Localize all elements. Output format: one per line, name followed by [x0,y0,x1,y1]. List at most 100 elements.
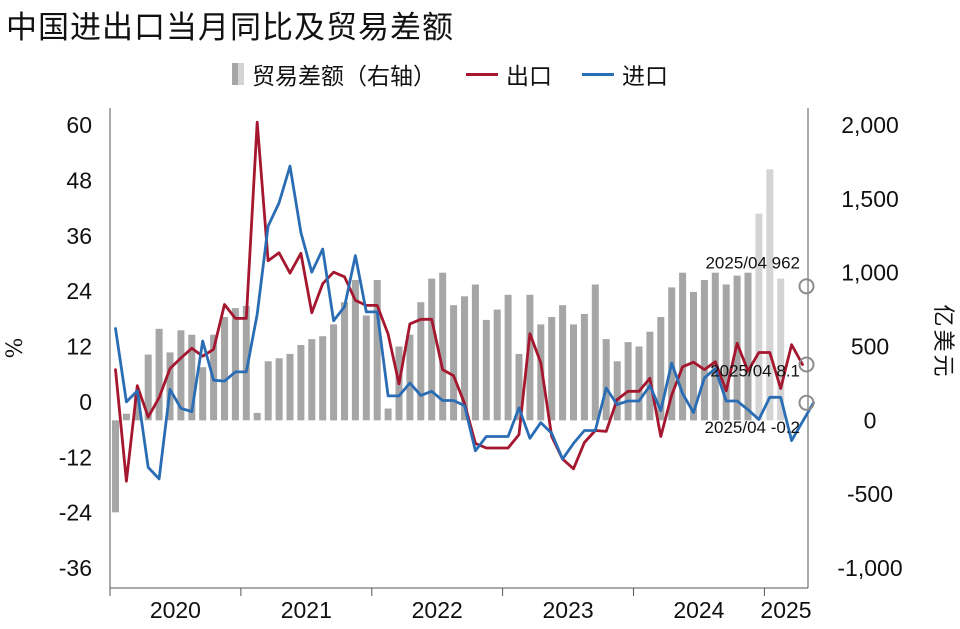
balance-bar [537,324,545,421]
year-label: 2021 [281,597,332,623]
legend: 贸易差额（右轴） 出口 进口 [232,56,698,92]
balance-bar [341,302,348,421]
exports-line [114,120,804,483]
balance-bar [613,361,621,421]
axes [109,108,809,596]
balance-bar [373,280,381,421]
left-tick-label: -24 [59,500,92,526]
balance-bar [526,294,534,421]
balance-bar [428,278,436,421]
balance-bar [722,284,730,421]
left-tick-label: 12 [66,334,92,360]
left-tick-label: 24 [66,278,92,304]
annotation-marker-exports [798,356,815,373]
balance-bar [122,413,130,421]
left-axis-title: % [3,338,28,359]
balance-bar [242,305,250,421]
legend-label-balance: 贸易差额（右轴） [252,64,436,90]
balance-bar [657,317,665,421]
balance-bar [166,352,174,421]
balance-bar [199,367,207,421]
right-tick-label: 1,500 [841,186,899,212]
right-tick-label: -1,000 [837,555,902,581]
right-tick-label: 0 [864,407,877,433]
annotation-label-exports: 2025/04 8.1 [710,362,800,381]
balance-bar [319,336,327,421]
left-tick-label: 36 [66,223,92,249]
right-tick-label: 1,000 [841,260,899,286]
balance-bar [559,305,567,421]
balance-bar [286,353,294,421]
tick-labels: -36 -24 -12 0 12 24 36 48 60 -1,000 -500 0 500 1,000 1… [3,112,955,623]
balance-bar [766,169,774,421]
legend-swatch-imports [582,72,614,76]
balance-bar [133,392,141,421]
year-label: 2024 [673,597,724,623]
balance-bar [635,346,643,421]
year-label: 2025 [760,597,811,623]
balance-bar [144,354,152,421]
balance-bar [417,302,425,421]
right-tick-label: 500 [851,334,889,360]
balance-bar [711,272,719,421]
year-label: 2020 [150,597,201,623]
balance-bar [253,412,261,421]
balance-bar [624,342,632,421]
annotation-marker-balance [798,278,815,295]
balance-bar [700,280,708,421]
annotation-label-balance: 2025/04 962 [705,253,800,272]
imports-line [114,164,815,481]
left-tick-label: 60 [66,112,92,138]
balance-bars [112,169,785,513]
balance-bar [591,284,599,421]
balance-bar [231,308,239,421]
annotation-marker-imports [798,394,815,411]
balance-bar [362,315,370,421]
legend-item-exports: 出口 [466,57,552,91]
balance-bar [155,328,163,421]
right-axis-title: 亿美元 [930,304,955,379]
balance-bar [308,339,316,421]
balance-bar [493,309,501,421]
left-tick-label: -36 [59,555,92,581]
legend-label-imports: 进口 [622,64,668,90]
balance-bar [482,319,490,421]
balance-bar [602,339,610,421]
legend-item-imports: 进口 [582,57,668,91]
annotations: 2025/04 962 2025/04 8.1 2025/04 -0.2 [705,253,815,437]
balance-bar [384,408,392,421]
balance-bar [297,345,305,421]
balance-bar [177,330,185,421]
balance-bar [755,213,763,421]
series-lines [114,120,815,483]
legend-item-balance: 贸易差额（右轴） [232,57,436,91]
balance-bar [777,278,785,421]
balance-bar [668,287,676,421]
balance-bar [548,317,556,421]
chart-title: 中国进出口当月同比及贸易差额 [6,10,454,46]
balance-bar [188,334,196,421]
balance-bar [450,305,458,421]
balance-bar [112,420,119,513]
balance-bar [515,353,523,421]
left-tick-label: 48 [66,167,92,193]
right-tick-label: -500 [847,481,893,507]
balance-bar [264,361,272,421]
balance-bar [221,317,228,421]
balance-bar [646,331,654,421]
balance-bar [679,272,687,421]
balance-bar [690,291,697,421]
balance-bar [580,314,588,421]
annotation-label-imports: 2025/04 -0.2 [705,418,800,437]
legend-label-exports: 出口 [506,64,552,90]
legend-swatch-exports [466,72,498,76]
right-tick-label: 2,000 [841,112,899,138]
balance-bar [351,280,359,421]
left-tick-label: 0 [79,389,92,415]
year-label: 2023 [543,597,594,623]
balance-bar [330,324,338,421]
balance-bar [439,272,447,421]
balance-bar [461,296,468,421]
legend-swatch-balance [232,63,244,85]
